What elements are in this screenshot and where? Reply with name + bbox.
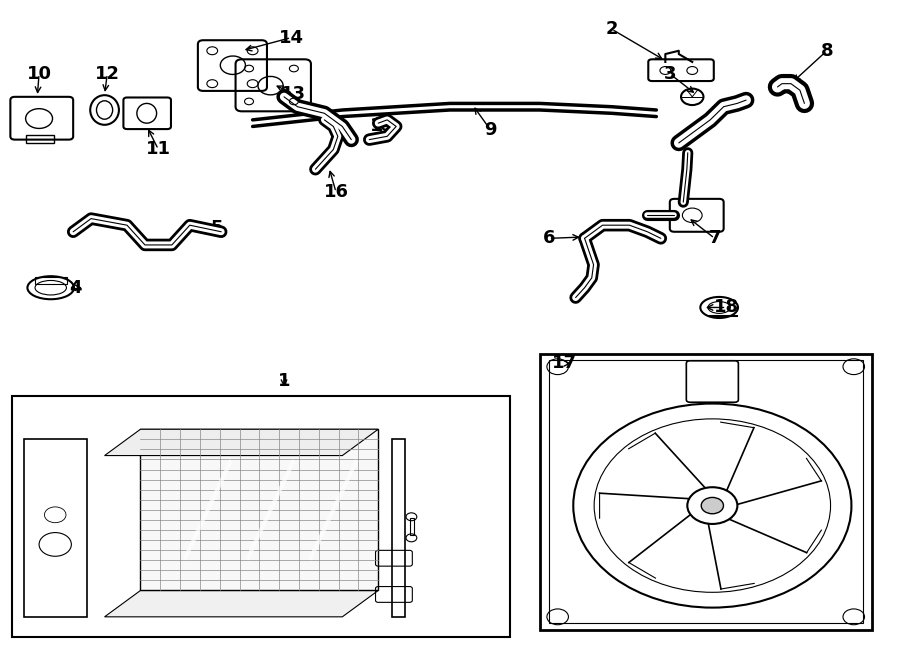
Text: 2: 2: [605, 20, 617, 38]
Bar: [410, 518, 414, 535]
Text: 4: 4: [68, 279, 81, 297]
Bar: [549, 360, 863, 623]
Polygon shape: [104, 429, 378, 455]
Bar: [392, 439, 405, 617]
Text: 3: 3: [663, 65, 676, 83]
Bar: [540, 354, 872, 630]
Text: 13: 13: [281, 85, 305, 102]
Text: 12: 12: [94, 65, 120, 83]
Text: 8: 8: [821, 42, 833, 59]
Text: 14: 14: [279, 28, 303, 46]
Text: 16: 16: [324, 183, 348, 201]
Bar: [25, 135, 54, 143]
Bar: [23, 439, 86, 617]
Text: 6: 6: [543, 229, 555, 247]
Circle shape: [701, 498, 724, 514]
Polygon shape: [104, 590, 378, 617]
Text: 9: 9: [484, 121, 497, 139]
Text: 5: 5: [211, 219, 223, 237]
Bar: [35, 276, 67, 284]
Text: 17: 17: [553, 354, 577, 372]
Bar: [13, 397, 510, 637]
Text: 1: 1: [278, 372, 291, 390]
Text: 10: 10: [27, 65, 51, 83]
Text: 18: 18: [714, 299, 739, 317]
Text: 11: 11: [146, 141, 171, 159]
Circle shape: [688, 487, 737, 524]
Text: 7: 7: [708, 229, 721, 247]
Polygon shape: [140, 429, 378, 590]
Text: 15: 15: [370, 118, 395, 136]
